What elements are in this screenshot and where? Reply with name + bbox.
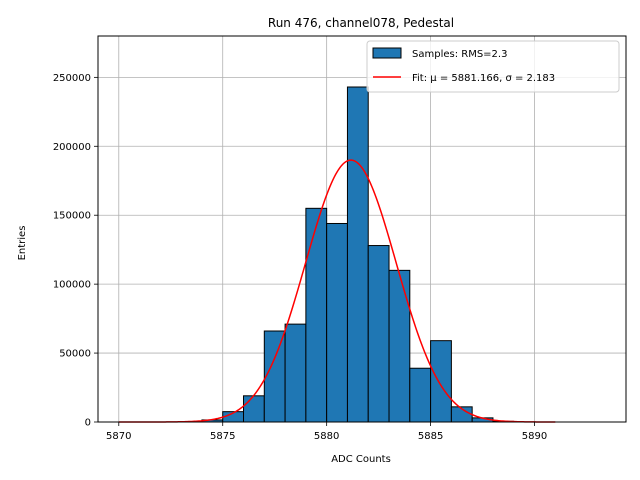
x-axis-ticks: 5870 5875 5880 5885 5890 [106,422,547,442]
y-tick-label: 150000 [53,211,91,222]
y-tick-label: 200000 [53,142,91,153]
x-tick-label: 5890 [522,431,547,442]
legend-frame [366,40,620,93]
histogram-bar [305,207,328,423]
y-tick-label: 0 [85,418,91,429]
y-axis-ticks: 0 50000 100000 150000 200000 250000 [53,73,98,429]
chart-title: Run 476, channel078, Pedestal [268,16,454,30]
fit-curve [118,159,556,423]
histogram-bar [326,222,348,423]
histogram-bar [243,395,265,423]
legend-label-samples: Samples: RMS=2.3 [412,49,507,60]
x-tick-label: 5880 [314,431,339,442]
x-tick-label: 5885 [418,431,443,442]
y-tick-label: 100000 [53,280,91,291]
histogram-bar [367,245,390,423]
y-tick-label: 50000 [59,349,91,360]
x-tick-label: 5875 [210,431,235,442]
plot-frame [97,35,627,423]
legend-label-fit: Fit: μ = 5881.166, σ = 2.183 [412,73,555,84]
fit-curve-layer [118,159,556,423]
legend: Samples: RMS=2.3 Fit: μ = 5881.166, σ = … [366,40,620,93]
x-tick-label: 5870 [106,431,131,442]
bars [201,86,515,423]
histogram-bar [430,340,452,423]
x-axis-label: ADC Counts [331,454,391,465]
y-tick-label: 250000 [53,73,91,84]
histogram-bar [263,330,286,423]
histogram-bar [409,367,432,423]
y-axis-label: Entries [17,226,28,261]
histogram-bar [284,323,307,423]
histogram-bar [388,269,411,423]
histogram-bar [346,86,369,423]
legend-patch-samples [372,47,402,59]
